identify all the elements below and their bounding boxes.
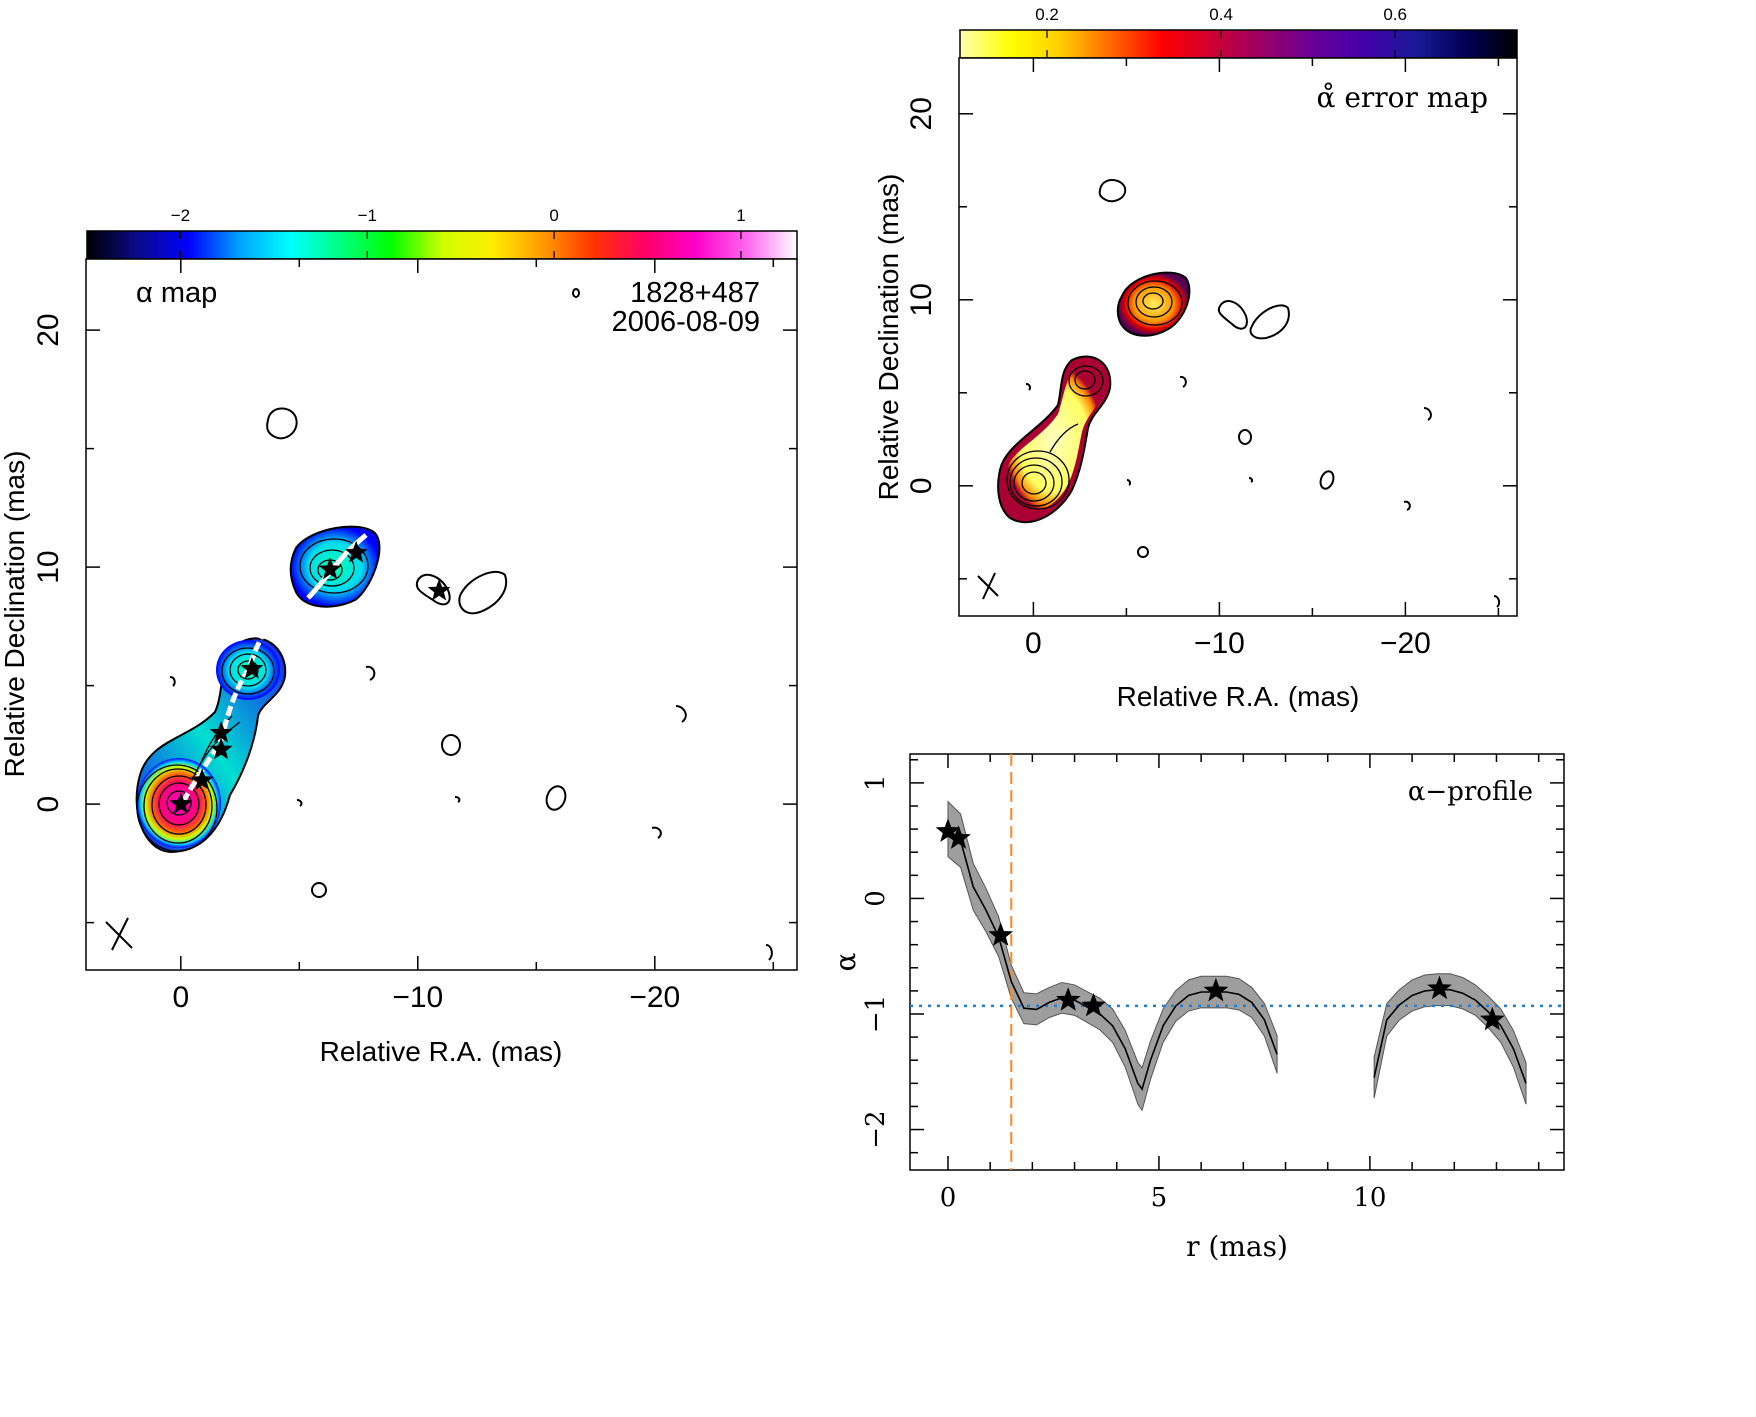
beam-icon (977, 572, 999, 600)
component-star (190, 768, 214, 791)
profile-xlabel: r (mas) (1186, 1230, 1288, 1263)
error-map-colorbar (959, 29, 1518, 59)
error-band (947, 800, 1278, 1112)
colorbar-tick-label: 1 (736, 206, 745, 225)
colorbar-tick-label: 0 (549, 206, 558, 225)
component-star (344, 540, 368, 563)
y-tick-label: −2 (861, 1110, 891, 1148)
x-tick-label: −10 (1194, 627, 1245, 660)
error-map-emission (997, 179, 1501, 608)
y-tick-label: 1 (861, 775, 891, 792)
colorbar-tick-label: 0.6 (1383, 5, 1407, 24)
profile-frame (909, 753, 1565, 1171)
profile-title: α−profile (1408, 777, 1533, 807)
y-tick-label: 20 (905, 97, 938, 130)
colorbar-tick-label: 0.2 (1035, 5, 1059, 24)
x-tick-label: −10 (392, 981, 443, 1014)
component-star (1479, 1006, 1505, 1031)
alpha-map-title: α map (136, 277, 217, 309)
alpha-map-xlabel: Relative R.A. (mas) (320, 1036, 563, 1067)
y-tick-label: 0 (32, 796, 65, 813)
alpha-profile-line (1373, 988, 1527, 1084)
y-tick-label: −1 (861, 995, 891, 1033)
y-tick-label: 10 (905, 283, 938, 316)
x-tick-label: 5 (1151, 1183, 1168, 1213)
beam-icon (105, 917, 133, 951)
observation-date: 2006-08-09 (612, 306, 760, 338)
x-tick-label: −20 (629, 981, 680, 1014)
colorbar-tick-label: −1 (358, 206, 377, 225)
component-star (1427, 975, 1452, 1000)
x-tick-label: 0 (940, 1183, 957, 1213)
component-star (169, 792, 193, 814)
component-star (935, 818, 961, 842)
x-tick-label: 10 (1353, 1183, 1386, 1213)
component-star (209, 721, 233, 743)
alpha-map-frame (85, 258, 798, 971)
colorbar-tick-label: 0.4 (1209, 5, 1233, 24)
component-star (427, 578, 451, 601)
alpha-map-colorbar (86, 230, 798, 260)
component-star (209, 737, 233, 760)
component-star (318, 557, 342, 580)
alpha-map-ylabel: Relative Declination (mas) (0, 451, 30, 778)
error-map-ylabel: Relative Declination (mas) (873, 174, 904, 501)
x-tick-label: −20 (1380, 627, 1431, 660)
source-name: 1828+487 (630, 277, 760, 309)
error-map-title: α̊ error map (1317, 81, 1488, 114)
x-tick-label: 0 (172, 981, 189, 1014)
y-tick-label: 0 (861, 890, 891, 907)
component-star (1203, 977, 1229, 1002)
error-map-xlabel: Relative R.A. (mas) (1117, 681, 1360, 712)
profile-ylabel: α (829, 952, 862, 971)
component-star (946, 825, 971, 849)
y-tick-label: 20 (32, 313, 65, 346)
y-tick-label: 0 (905, 477, 938, 494)
y-tick-label: 10 (32, 550, 65, 583)
component-star (1055, 987, 1081, 1011)
component-star (988, 922, 1014, 946)
x-tick-label: 0 (1025, 627, 1042, 660)
colorbar-tick-label: −2 (171, 206, 190, 225)
component-star (1081, 992, 1106, 1017)
component-star (240, 657, 264, 679)
alpha-error-map-panel: 0.2 0.4 0.6 (873, 5, 1518, 712)
error-map-frame (958, 57, 1518, 617)
alpha-map-panel: −2 −1 0 1 (0, 206, 798, 1067)
